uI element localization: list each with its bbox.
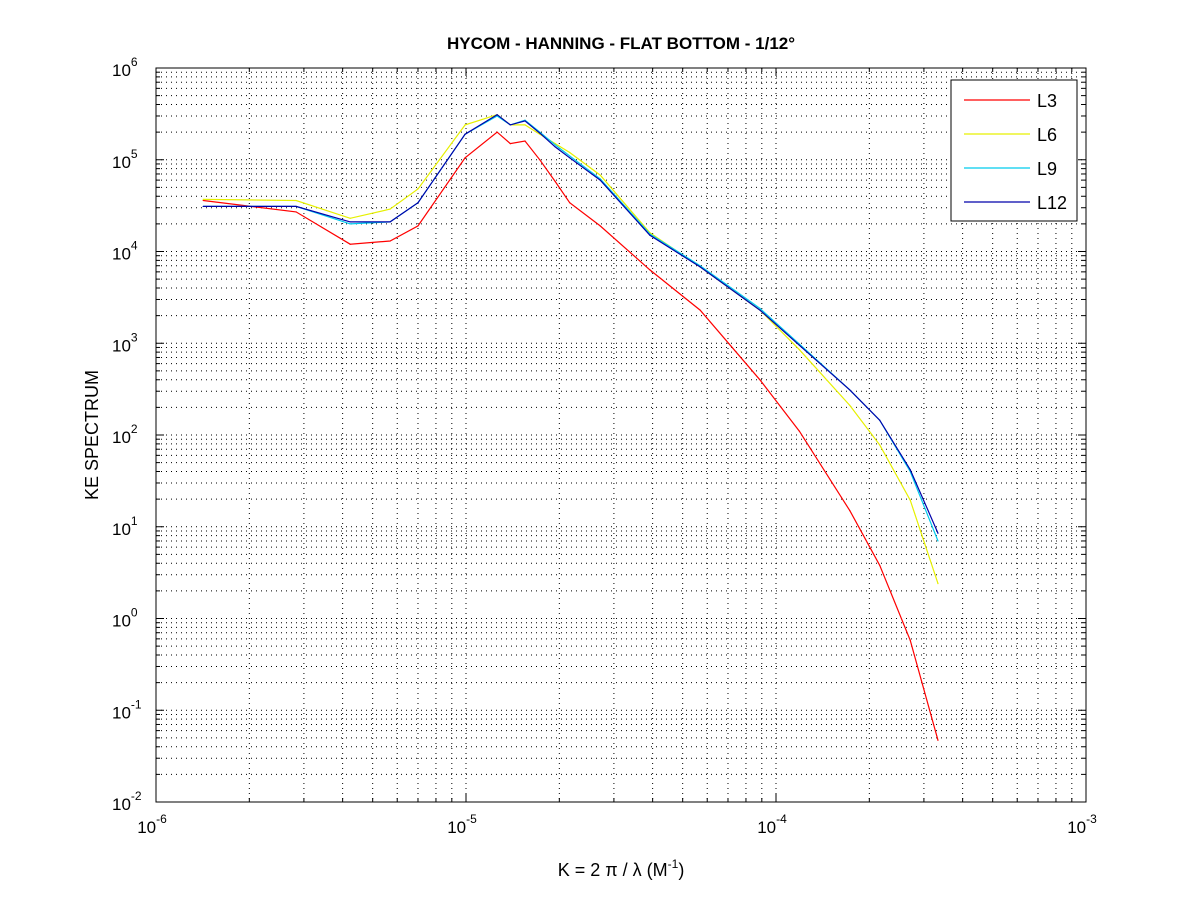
data-point-l6 [464,124,466,126]
data-point-l6 [937,583,939,585]
grid [156,68,1086,802]
data-point-l12 [937,532,939,534]
data-point-l3 [202,199,204,202]
data-point-l6 [349,217,351,219]
chart-title: HYCOM - HANNING - FLAT BOTTOM - 1/12° [447,34,795,53]
data-point-l3 [759,379,761,381]
y-tick-label: 10-1 [112,697,142,722]
data-point-l12 [569,157,571,159]
data-point-l6 [909,499,911,501]
data-point-l12 [554,146,556,148]
data-point-l6 [417,188,419,190]
y-tick-label: 100 [112,606,138,631]
axis-ticks: 10-6 10-5 10-4 10-3 10-2 10-1 100 101 102 103 104 1… [112,55,1097,837]
data-point-l6 [295,199,297,202]
data-point-l9 [569,155,571,157]
data-point-l6 [798,349,801,351]
data-point-l12 [539,132,541,134]
data-point-l9 [937,540,939,542]
data-point-l12 [464,133,466,135]
data-point-l3 [599,225,601,227]
data-point-l12 [798,344,801,346]
data-point-l12 [389,221,391,223]
y-tick-label: 101 [112,514,138,539]
x-axis-label-main: K = 2 π / λ (M [558,860,668,880]
data-point-l6 [879,444,881,446]
data-point-l3 [649,269,651,271]
legend-box [950,79,1078,222]
y-tick-label: 104 [112,239,138,264]
x-axis-label-tail: ) [678,860,684,880]
data-point-l6 [849,404,851,407]
data-point-l3 [389,240,391,242]
legend-label-l9: L9 [1037,159,1057,179]
y-tick-label: 105 [112,147,138,172]
y-axis-label: KE SPECTRUM [82,370,102,500]
data-point-l3 [937,739,939,741]
data-point-l6 [202,198,204,200]
data-point-l3 [909,639,911,641]
legend-label-l3: L3 [1037,91,1057,111]
data-point-l12 [509,124,511,126]
data-point-l3 [569,202,571,204]
data-point-l3 [417,225,419,227]
data-point-l6 [389,208,391,210]
data-point-l3 [554,180,556,183]
data-point-l3 [879,564,881,566]
data-point-l3 [295,211,297,213]
data-point-l3 [496,131,498,133]
data-point-l12 [496,114,498,116]
data-point-l12 [599,179,601,181]
data-point-l12 [202,205,204,208]
data-point-l6 [524,124,526,126]
legend-label-l12: L12 [1037,193,1067,213]
x-axis-label-sup: -1 [668,857,679,871]
data-point-l3 [509,142,511,145]
data-point-l3 [699,309,701,311]
data-point-l6 [569,151,571,154]
x-tick-label: 10-6 [137,812,167,837]
data-point-l12 [849,389,851,391]
legend-label-l6: L6 [1037,125,1057,145]
data-point-l6 [599,174,601,176]
data-point-l12 [417,202,419,204]
data-point-l3 [539,159,541,161]
data-point-l3 [849,509,851,512]
data-point-l3 [524,140,526,142]
legend: L3 L6 L9 L12 [950,79,1078,222]
data-point-l9 [599,178,601,180]
data-point-l9 [554,144,556,146]
data-point-l12 [879,419,881,421]
data-point-l9 [349,223,351,225]
y-tick-label: 10-2 [112,789,142,814]
x-tick-label: 10-4 [757,812,787,837]
y-tick-label: 102 [112,422,138,447]
data-point-l12 [295,205,297,208]
data-point-l9 [759,307,761,309]
data-point-l12 [759,309,761,311]
y-tick-label: 103 [112,330,138,355]
y-tick-label: 106 [112,55,138,80]
data-point-l12 [909,468,911,471]
data-point-l12 [349,221,351,223]
x-tick-label: 10-3 [1067,812,1097,837]
data-point-l12 [649,234,651,236]
data-point-l3 [349,243,351,245]
data-point-l3 [798,430,801,432]
data-point-l3 [464,157,466,159]
x-axis-label: K = 2 π / λ (M-1) [558,857,685,880]
data-point-l12 [524,120,526,122]
data-point-l12 [699,266,701,268]
x-tick-label: 10-5 [447,812,477,837]
series-lines [202,113,939,741]
